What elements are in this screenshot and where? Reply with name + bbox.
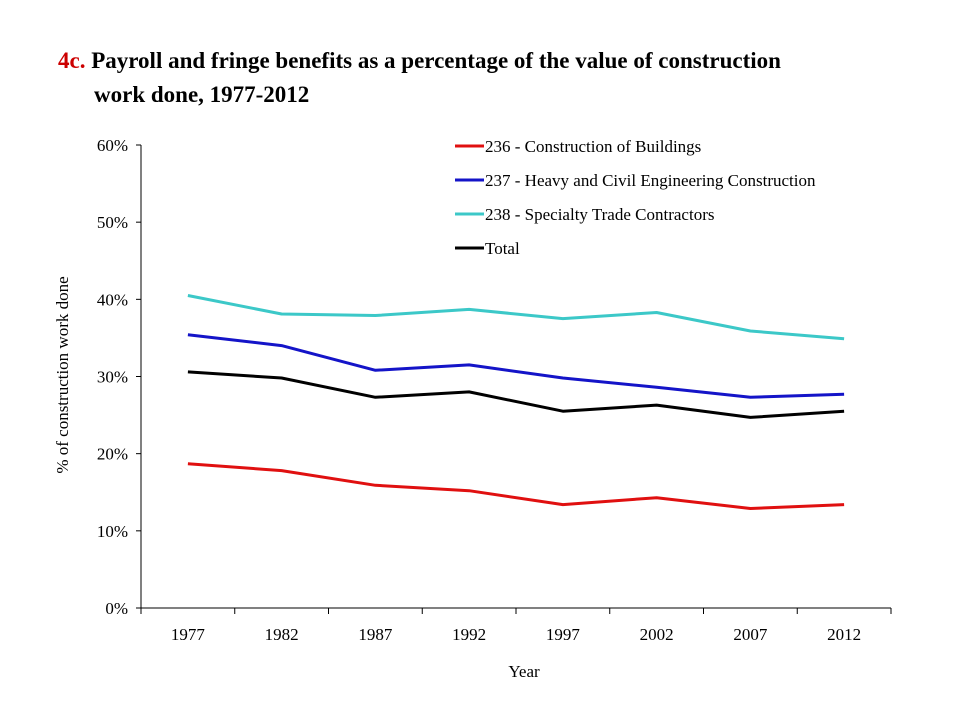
legend-label-4: Total: [485, 239, 520, 258]
title-number: 4c.: [58, 48, 86, 73]
series-line-4: [187, 370, 845, 419]
y-axis-label: % of construction work done: [53, 276, 72, 473]
x-tick-label: 1992: [452, 625, 486, 644]
series-layer: [187, 294, 845, 510]
title-line-1: Payroll and fringe benefits as a percent…: [91, 48, 781, 73]
title-line-2: work done, 1977-2012: [94, 82, 310, 107]
legend-label-2: 237 - Heavy and Civil Engineering Constr…: [485, 171, 816, 190]
legend-label-3: 238 - Specialty Trade Contractors: [485, 205, 714, 224]
x-tick-label: 1982: [265, 625, 299, 644]
y-tick-label: 10%: [97, 522, 128, 541]
legend-label-1: 236 - Construction of Buildings: [485, 137, 701, 156]
series-line-1: [187, 462, 845, 510]
x-tick-label: 1977: [171, 625, 206, 644]
x-axis-label: Year: [508, 662, 540, 681]
y-tick-label: 60%: [97, 136, 128, 155]
y-tick-label: 20%: [97, 445, 128, 464]
chart-title: 4c. Payroll and fringe benefits as a per…: [58, 44, 938, 112]
y-tick-label: 0%: [105, 599, 128, 618]
y-tick-label: 30%: [97, 368, 128, 387]
x-tick-label: 2007: [733, 625, 768, 644]
axes: 0% 10% 20% 30% 40% 50% 60% 1977 1982 1987 1992 1997…: [97, 136, 892, 644]
x-tick-label: 2012: [827, 625, 861, 644]
series-line-2: [187, 333, 845, 399]
legend: 236 - Construction of Buildings 237 - Hea…: [455, 137, 816, 258]
x-tick-label: 1987: [358, 625, 393, 644]
x-tick-label: 2002: [640, 625, 674, 644]
x-tick-label: 1997: [546, 625, 581, 644]
y-tick-label: 50%: [97, 213, 128, 232]
series-line-3: [187, 294, 845, 341]
y-tick-label: 40%: [97, 290, 128, 309]
